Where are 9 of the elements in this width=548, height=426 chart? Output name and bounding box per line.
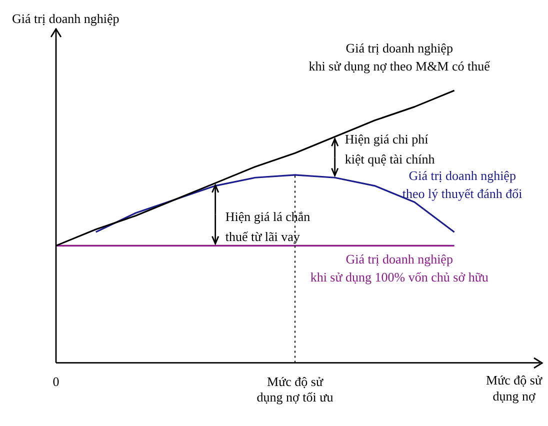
x-tick-label: Mức độ sử dụng nợ tối ưu	[256, 374, 334, 405]
series-label: Giá trị doanh nghiệp theo lý thuyết đánh đổi	[402, 168, 523, 201]
series-label: Giá trị doanh nghiệp khi sử dụng 100% vốn chủ sở hữu	[310, 252, 489, 285]
annotation: Hiện giá chi phí kiệt quệ tài chính	[344, 132, 436, 167]
text: Giá trị doanh nghiệp khi sử dụng nợ theo M&M có thuế	[308, 40, 492, 74]
x-axis-title: Mức độ sử dụng nợ	[486, 372, 543, 404]
y-axis-title: Giá trị doanh nghiệp	[12, 10, 120, 26]
x-tick-label: 0	[52, 374, 60, 390]
annotation: Hiện giá lá chắn thuế từ lãi vay	[225, 208, 311, 244]
